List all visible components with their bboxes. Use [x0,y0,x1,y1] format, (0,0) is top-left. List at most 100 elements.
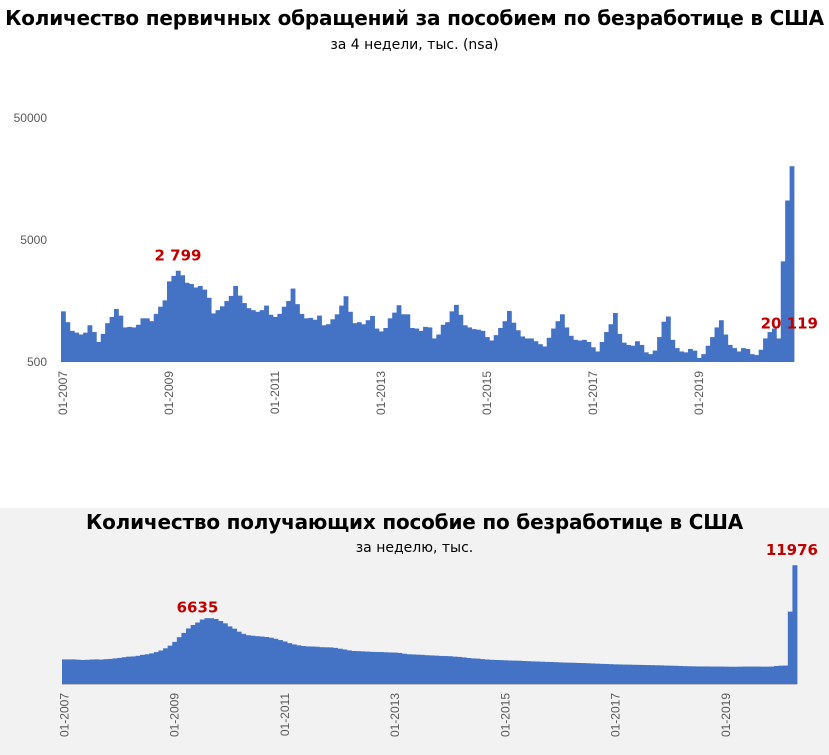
bar [75,659,81,684]
bar [233,285,239,362]
data-label: 11976 [766,541,818,559]
bar [546,337,552,362]
bar [643,352,649,362]
chart-1-title: Количество первичных обращений за пособи… [5,6,824,30]
bar [564,327,570,362]
bar [586,341,592,362]
bar [202,289,208,362]
bar [325,324,331,362]
bar [631,664,637,684]
bar [604,663,610,684]
bar [718,666,724,684]
bar [447,656,453,684]
bar [503,660,508,684]
bar [112,658,118,684]
bar [627,664,633,684]
bar [206,297,212,362]
bar [149,321,155,362]
bar [493,660,499,684]
bar [746,666,752,684]
bar [714,666,720,684]
bar [659,665,665,684]
bar [153,652,159,684]
bar [639,344,645,362]
bar [222,623,228,684]
bar [286,301,292,362]
bar [612,313,618,362]
bar [645,665,651,684]
bar [392,652,398,684]
bar [529,338,534,362]
bar [109,316,115,362]
chart-2-title: Количество получающих пособие по безрабо… [85,510,744,534]
bar [122,327,128,362]
bar [361,324,367,362]
bar [118,315,124,362]
bar [242,303,247,362]
bar [98,659,104,684]
bar [498,327,503,362]
bar [406,654,412,684]
bar [440,324,446,362]
bar [303,318,309,362]
bar [723,334,729,362]
bar [617,664,623,684]
bar [317,315,322,362]
bar [397,652,403,684]
bar [728,666,734,684]
bar [66,659,72,684]
bar [144,318,150,362]
bar [515,330,521,362]
bar [162,300,168,362]
bar [682,666,688,684]
bar [319,647,325,684]
bar [758,349,764,362]
bar [476,329,481,362]
x-tick-label: 01-2015 [480,371,494,415]
bar [290,288,296,362]
bar [176,637,182,684]
bar [254,636,260,684]
bar [741,666,747,684]
bar [741,348,746,362]
bar [268,637,274,684]
bar [175,270,181,362]
bar [521,660,527,684]
bar [732,348,737,362]
bar [429,655,435,684]
bar [144,654,150,684]
bar [604,332,609,362]
bar [65,322,71,362]
bar [548,661,554,684]
x-tick-label: 01-2019 [719,693,733,737]
bar [785,200,790,362]
x-tick-label: 01-2017 [609,693,623,737]
bar [268,314,274,362]
data-label: 2 799 [155,247,202,265]
bar [352,323,358,362]
bar [484,337,490,362]
bar [585,663,591,684]
bar [209,618,214,684]
bar [181,632,187,684]
bar [369,651,375,684]
data-label: 20 119 [761,314,818,332]
bar [657,337,662,362]
bar [166,281,172,362]
bar [299,313,305,362]
bar [700,666,706,684]
bar [388,652,394,684]
bar [186,628,192,684]
bar [648,354,654,362]
bar [424,655,430,684]
bar [789,166,795,362]
bar [705,666,711,684]
bar [346,650,352,684]
bar [365,651,371,684]
bar [312,319,318,362]
bar [696,357,702,362]
bar [764,666,770,684]
bar [213,618,219,684]
bar [343,296,349,362]
